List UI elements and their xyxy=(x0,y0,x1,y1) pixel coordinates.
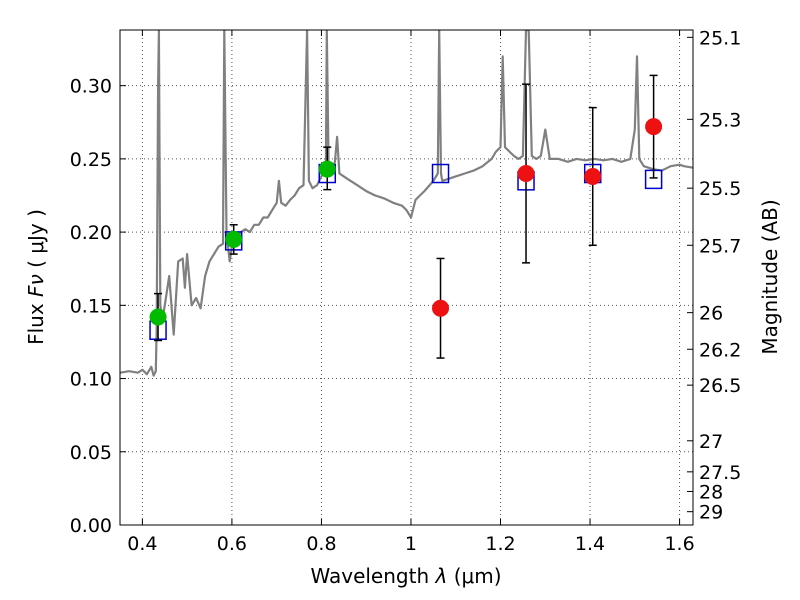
y2-axis-label: Magnitude (AB) xyxy=(758,199,782,354)
x-tick-label: 0.4 xyxy=(127,533,157,555)
grid-lines xyxy=(120,30,693,526)
x-axis-label: Wavelength λ (μm) xyxy=(310,564,501,588)
y2-tick-label: 25.5 xyxy=(699,178,741,200)
red-point xyxy=(517,165,535,183)
y-tick-label: 0.20 xyxy=(70,222,112,244)
model-square xyxy=(431,163,450,184)
spectrum-series xyxy=(120,30,693,377)
data-markers xyxy=(149,118,663,326)
y-axis-ticks: 0.00 0.05 0.10 0.15 0.20 0.25 0.30 xyxy=(70,76,126,537)
x-axis-label-unit: (μm) xyxy=(454,564,502,588)
y2-tick-label: 28 xyxy=(699,481,723,503)
y2-tick-label: 27 xyxy=(699,431,723,453)
y-axis-label: Flux Fν ( μJy ) xyxy=(24,209,48,345)
x-tick-label: 0.6 xyxy=(217,533,247,555)
y-axis-label-symbol: Fν xyxy=(24,274,48,297)
red-point xyxy=(432,299,450,317)
x-axis-label-symbol: λ xyxy=(435,564,448,588)
y2-tick-label: 29 xyxy=(699,502,723,524)
y-tick-label: 0.15 xyxy=(70,295,112,317)
x-tick-label: 1 xyxy=(405,533,417,555)
green-point xyxy=(149,308,167,326)
y2-tick-label: 26 xyxy=(699,303,723,325)
x-axis-label-prefix: Wavelength xyxy=(310,564,429,588)
green-point xyxy=(318,160,336,178)
plot-frame xyxy=(119,29,694,526)
y2-tick-label: 27.5 xyxy=(699,462,741,484)
red-point xyxy=(645,118,663,136)
y2-tick-label: 25.1 xyxy=(699,27,741,49)
y2-tick-label: 26.5 xyxy=(699,375,741,397)
x-tick-label: 1.4 xyxy=(575,533,605,555)
y-tick-label: 0.10 xyxy=(70,369,112,391)
x-tick-label: 0.8 xyxy=(306,533,336,555)
y2-tick-label: 25.3 xyxy=(699,109,741,131)
y-tick-label: 0.25 xyxy=(70,149,112,171)
y-axis-label-prefix: Flux xyxy=(24,303,48,345)
y-axis-label-unit: ( μJy ) xyxy=(24,209,48,268)
x-tick-label: 1.6 xyxy=(664,533,694,555)
y-tick-label: 0.00 xyxy=(70,515,112,537)
x-axis-ticks: 0.4 0.6 0.8 1 1.2 1.4 1.6 xyxy=(127,30,695,555)
y2-tick-label: 26.2 xyxy=(699,339,741,361)
red-point xyxy=(584,167,602,185)
y-tick-label: 0.05 xyxy=(70,442,112,464)
spectrum-line xyxy=(120,30,693,377)
y-tick-label: 0.30 xyxy=(70,76,112,98)
green-point xyxy=(225,230,243,248)
x-tick-label: 1.2 xyxy=(485,533,515,555)
error-bars xyxy=(154,74,658,359)
y2-tick-label: 25.7 xyxy=(699,235,741,257)
